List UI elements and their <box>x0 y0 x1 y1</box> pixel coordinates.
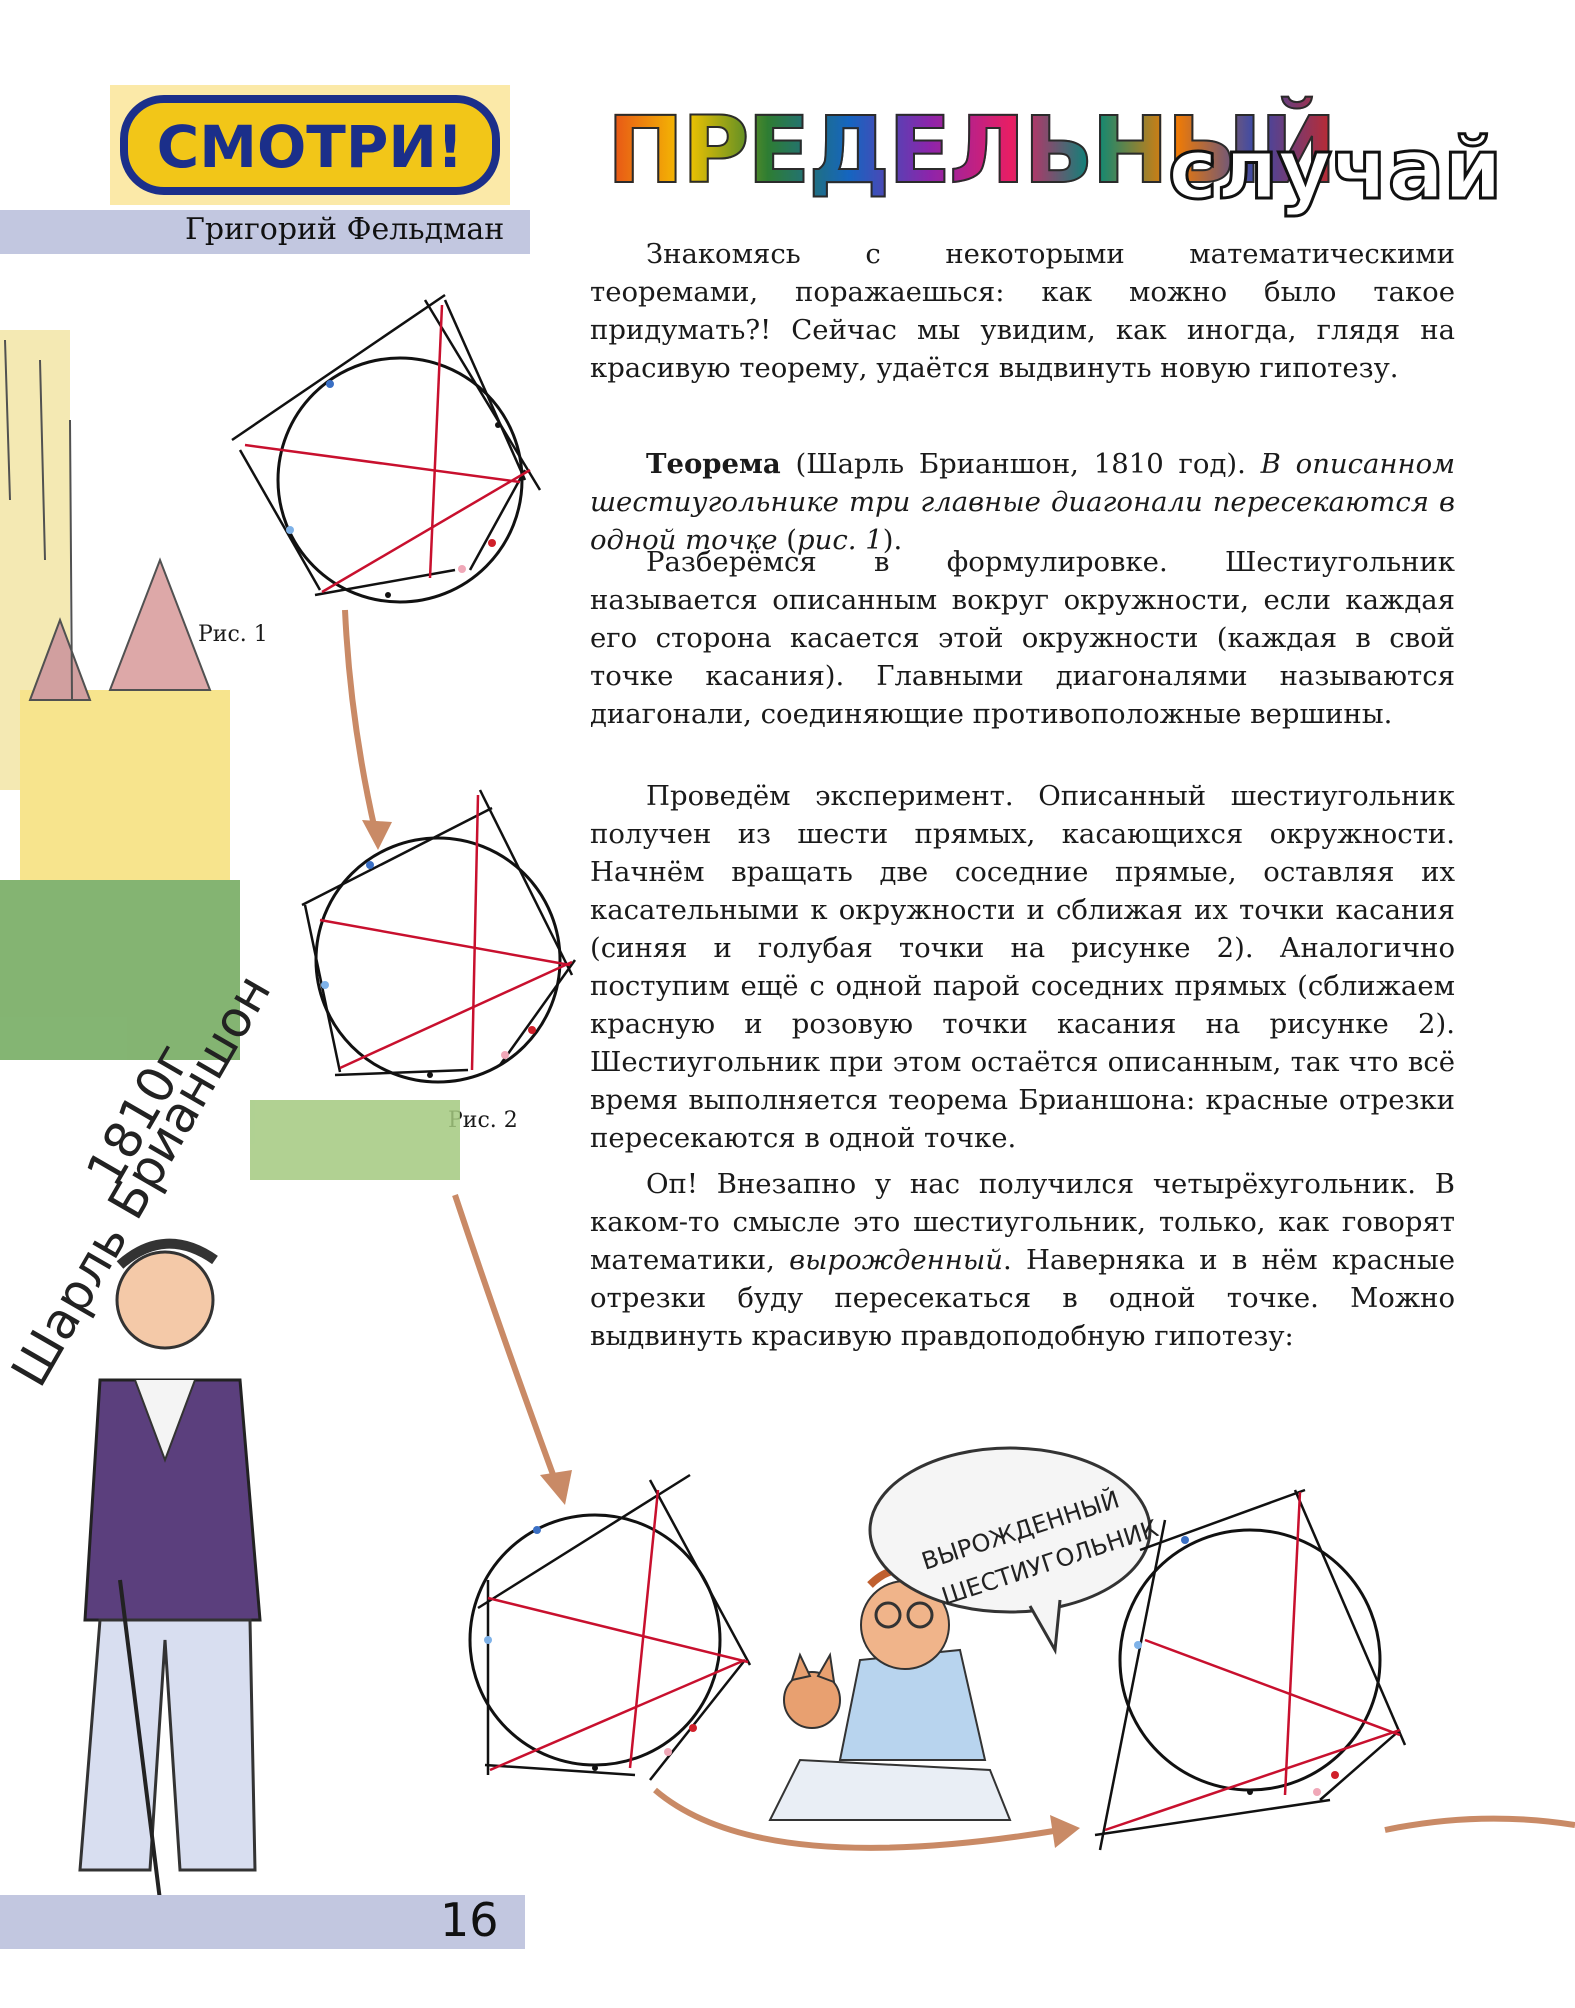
figure-caption-1: Рис. 1 <box>198 622 268 647</box>
figure-1 <box>231 293 542 604</box>
theorem-label: Теорема <box>646 448 781 480</box>
title-colored: ПРЕДЕЛЬНЫЙ <box>605 95 1338 206</box>
paragraph-definition: Разберёмся в формулировке. Шестиугольник… <box>590 546 1455 730</box>
arrow-3 <box>653 1787 1061 1851</box>
title-plain: случай <box>1166 119 1503 220</box>
page-number: 16 <box>440 1893 499 1947</box>
castle-sketch <box>0 330 460 1180</box>
arrow-4 <box>1384 1815 1575 1833</box>
arrow-2 <box>452 1194 558 1482</box>
author-name: Григорий Фельдман <box>185 212 505 247</box>
figure-3 <box>468 1473 752 1781</box>
arrow-1 <box>342 609 378 831</box>
figure-2 <box>301 789 577 1084</box>
paragraph-degenerate: Оп! Внезапно у нас получился четырёхугол… <box>590 1168 1455 1352</box>
speech-bubble <box>868 1446 1152 1655</box>
figure-4 <box>1094 1488 1407 1851</box>
page-number-band <box>0 1895 525 1949</box>
paragraph-experiment: Проведём эксперимент. Описанный шестиуго… <box>590 780 1455 1154</box>
author-band <box>0 210 530 254</box>
logo-graphic: СМОТРИ! <box>110 85 510 205</box>
logo-text: СМОТРИ! <box>157 113 464 181</box>
brianchon-portrait <box>78 1238 262 1901</box>
magazine-logo: СМОТРИ! <box>110 85 510 205</box>
theorem-statement: В описанном шестиугольнике три главные д… <box>590 448 1455 556</box>
paragraph-intro: Знакомясь с некоторыми математическими т… <box>590 238 1455 384</box>
paragraph-theorem: Теорема (Шарль Брианшон, 1810 год). В оп… <box>590 448 1455 556</box>
title-colored-text: ПРЕДЕЛЬНЫЙ <box>606 96 1338 205</box>
mathematician-sketch <box>768 1566 1012 1821</box>
